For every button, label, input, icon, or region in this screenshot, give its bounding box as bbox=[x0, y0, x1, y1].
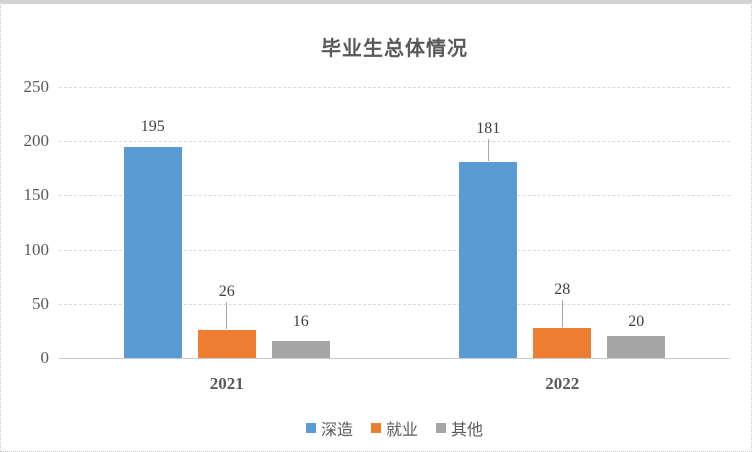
legend-swatch-icon bbox=[370, 423, 381, 433]
legend-swatch-icon bbox=[436, 423, 446, 433]
data-label: 181 bbox=[476, 119, 501, 137]
legend-label: 就业 bbox=[385, 422, 418, 439]
y-axis-tick-label: 50 bbox=[32, 293, 49, 313]
gridline bbox=[59, 195, 730, 197]
data-label: 16 bbox=[292, 312, 309, 330]
gridline bbox=[59, 303, 730, 305]
bar-深造-2021[interactable] bbox=[123, 146, 182, 358]
data-label: 28 bbox=[554, 280, 571, 298]
legend: 深造 就业 其他 bbox=[59, 416, 730, 440]
chart-title[interactable]: 毕业生总体情况 bbox=[321, 38, 468, 60]
gridline bbox=[59, 249, 730, 251]
data-label: 195 bbox=[140, 117, 165, 135]
legend-label: 其他 bbox=[451, 422, 484, 439]
y-axis-tick-label: 150 bbox=[23, 185, 50, 205]
data-label: 20 bbox=[628, 313, 645, 331]
data-label-leader-line bbox=[487, 138, 489, 161]
y-axis-tick-label: 0 bbox=[40, 348, 50, 367]
legend-item-深造[interactable]: 深造 bbox=[305, 416, 353, 440]
y-axis-tick-label: 200 bbox=[23, 131, 50, 151]
category-label-2022: 2022 bbox=[545, 374, 580, 393]
data-label-leader-line bbox=[561, 299, 563, 327]
legend-label: 深造 bbox=[320, 422, 353, 439]
bar-就业-2021[interactable] bbox=[197, 329, 256, 358]
gridline bbox=[59, 141, 730, 143]
gridline bbox=[59, 87, 730, 88]
legend-swatch-icon bbox=[305, 423, 316, 433]
bar-深造-2022[interactable] bbox=[459, 161, 518, 358]
data-label-leader-line bbox=[226, 301, 228, 329]
y-axis-tick-label: 250 bbox=[23, 77, 50, 96]
legend-item-就业[interactable]: 就业 bbox=[370, 416, 418, 440]
legend-item-其他[interactable]: 其他 bbox=[436, 416, 483, 440]
category-label-2021: 2021 bbox=[209, 374, 244, 393]
bar-就业-2022[interactable] bbox=[533, 327, 592, 358]
bar-其他-2021[interactable] bbox=[271, 340, 330, 358]
y-axis-tick-label: 100 bbox=[23, 239, 50, 259]
bar-其他-2022[interactable] bbox=[607, 336, 666, 358]
data-label: 26 bbox=[218, 282, 235, 300]
x-axis-line bbox=[59, 358, 730, 359]
